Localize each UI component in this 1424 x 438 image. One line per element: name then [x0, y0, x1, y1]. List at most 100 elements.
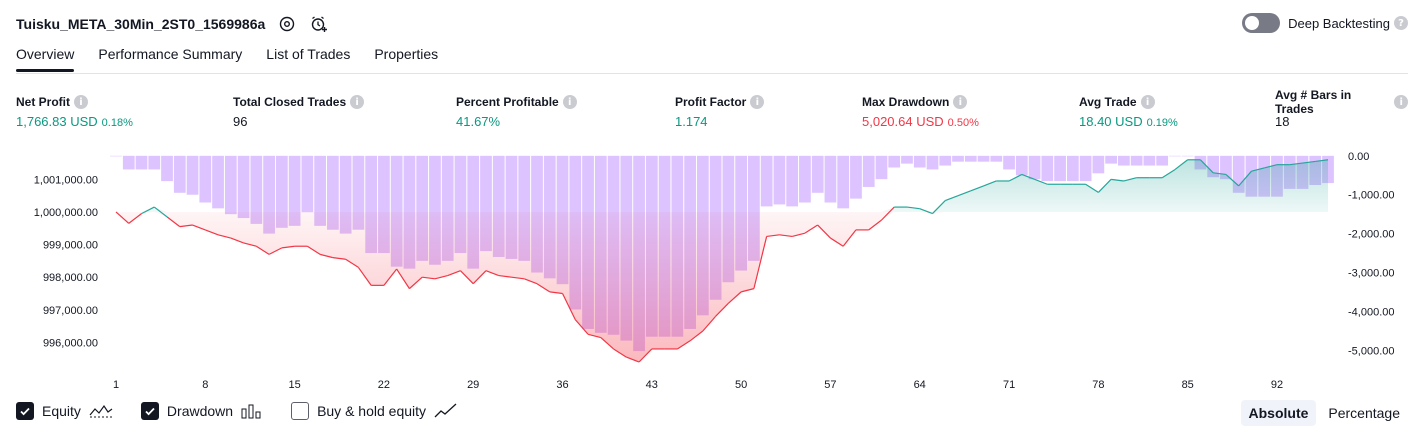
drawdown-bar [748, 155, 760, 261]
drawdown-bar [1092, 155, 1105, 174]
metric-percent: 0.19% [1146, 117, 1178, 129]
drawdown-bar [1118, 155, 1130, 166]
equity-positive-area [116, 159, 1328, 212]
y-axis-right: 0.00 -1,000.00 -2,000.00 -3,000.00 -4,000.00… [1348, 151, 1394, 357]
info-icon[interactable]: i [562, 95, 577, 109]
metric-max-drawdown: Max Drawdown i 5,020.64 USD 0.50% [862, 94, 979, 129]
drawdown-bar [1066, 155, 1079, 182]
equity-segment [281, 245, 295, 249]
equity-segment [472, 270, 487, 285]
add-alert-icon[interactable] [309, 14, 329, 34]
y-right-tick-label: -2,000.00 [1348, 229, 1394, 241]
equity-segment [217, 234, 231, 239]
drawdown-bar [952, 155, 964, 162]
equity-segment [230, 237, 244, 244]
drawdown-bar [505, 155, 518, 259]
equity-segment [561, 293, 576, 320]
info-icon[interactable]: i [350, 95, 365, 109]
drawdown-bar [773, 155, 786, 205]
drawdown-bar [339, 155, 352, 234]
tab-list-of-trades[interactable]: List of Trades [266, 46, 351, 62]
metric-label: Profit Factor [675, 95, 747, 109]
drawdown-bar [964, 155, 977, 162]
metric-value: 96 [233, 114, 248, 129]
x-tick-label: 64 [914, 379, 926, 391]
drawdown-bar [148, 155, 161, 170]
equity-segment [1264, 164, 1278, 169]
x-tick-label: 85 [1182, 379, 1194, 391]
equity-segment [1289, 162, 1303, 166]
equity-segment [1097, 178, 1112, 193]
drawdown-bar [1105, 155, 1117, 164]
metric-percent: 0.50% [947, 117, 979, 129]
tab-properties[interactable]: Properties [374, 46, 439, 62]
equity-segment [1251, 167, 1265, 172]
drawdown-bar [1028, 155, 1041, 180]
y-right-tick-label: -4,000.00 [1348, 306, 1394, 318]
x-tick-label: 1 [113, 379, 119, 391]
info-icon[interactable]: i [750, 95, 765, 109]
buy-hold-checkbox[interactable] [291, 402, 310, 420]
drawdown-bar [1156, 155, 1169, 166]
drawdown-bar [1220, 155, 1232, 180]
drawdown-bars-icon [241, 403, 263, 419]
equity-segment [932, 200, 946, 215]
legend-buy-hold[interactable]: Buy & hold equity [291, 402, 458, 420]
equity-segment [574, 319, 589, 335]
buy-hold-line-icon [434, 403, 458, 419]
legend-equity[interactable]: Equity [16, 402, 113, 420]
info-icon[interactable]: i [74, 95, 88, 109]
tabs-divider [16, 73, 1408, 74]
tab-performance-summary[interactable]: Performance Summary [98, 46, 243, 62]
drawdown-bar [301, 155, 314, 213]
drawdown-bar [492, 155, 505, 257]
equity-segment [422, 276, 436, 280]
metric-label: Percent Profitable [456, 95, 559, 109]
equity-segment [1199, 159, 1214, 174]
equity-segment [243, 242, 257, 247]
y-left-tick-label: 1,000,000.00 [34, 207, 98, 219]
settings-icon[interactable] [277, 14, 297, 34]
percentage-button[interactable]: Percentage [1328, 405, 1400, 421]
legend-label: Buy & hold equity [317, 403, 427, 419]
equity-segment [396, 268, 410, 289]
absolute-button[interactable]: Absolute [1240, 400, 1317, 426]
drawdown-bar [1130, 155, 1143, 166]
tab-overview[interactable]: Overview [16, 46, 75, 72]
equity-segment [460, 270, 474, 285]
metric-label: Max Drawdown [862, 95, 950, 109]
equity-segment [1315, 159, 1329, 163]
drawdown-bar [275, 155, 288, 228]
equity-negative-area [116, 211, 1328, 362]
info-icon[interactable]: i [953, 95, 968, 109]
drawdown-bar [110, 155, 122, 157]
drawdown-checkbox[interactable] [140, 402, 159, 420]
drawdown-bar [990, 155, 1003, 162]
x-tick-label: 57 [824, 379, 836, 391]
drawdown-bar [263, 155, 275, 234]
equity-chart[interactable]: 1,001,000.00 1,000,000.00 999,000.00 998,00… [0, 140, 1424, 392]
info-icon[interactable]: i [1394, 95, 1408, 109]
x-tick-label: 29 [467, 379, 479, 391]
drawdown-bar [1181, 155, 1194, 157]
info-icon[interactable]: i [1140, 95, 1155, 109]
drawdown-bar [1079, 155, 1092, 182]
drawdown-bar [875, 155, 888, 180]
x-tick-label: 22 [378, 379, 390, 391]
drawdown-bar [760, 155, 773, 207]
drawdown-bar [224, 155, 237, 215]
drawdown-bar [212, 155, 224, 209]
deep-backtesting-toggle[interactable] [1242, 13, 1281, 33]
drawdown-bar [441, 155, 454, 261]
equity-segment [1008, 173, 1023, 182]
equity-checkbox[interactable] [16, 402, 34, 420]
legend-drawdown[interactable]: Drawdown [140, 402, 263, 420]
help-icon[interactable]: ? [1394, 16, 1408, 30]
equity-segment [817, 224, 831, 239]
equity-segment [613, 348, 627, 358]
drawdown-bar [454, 155, 467, 254]
equity-segment [779, 234, 793, 238]
equity-segment [638, 348, 653, 363]
metric-value: 18 [1275, 114, 1290, 129]
equity-segment [906, 206, 920, 210]
